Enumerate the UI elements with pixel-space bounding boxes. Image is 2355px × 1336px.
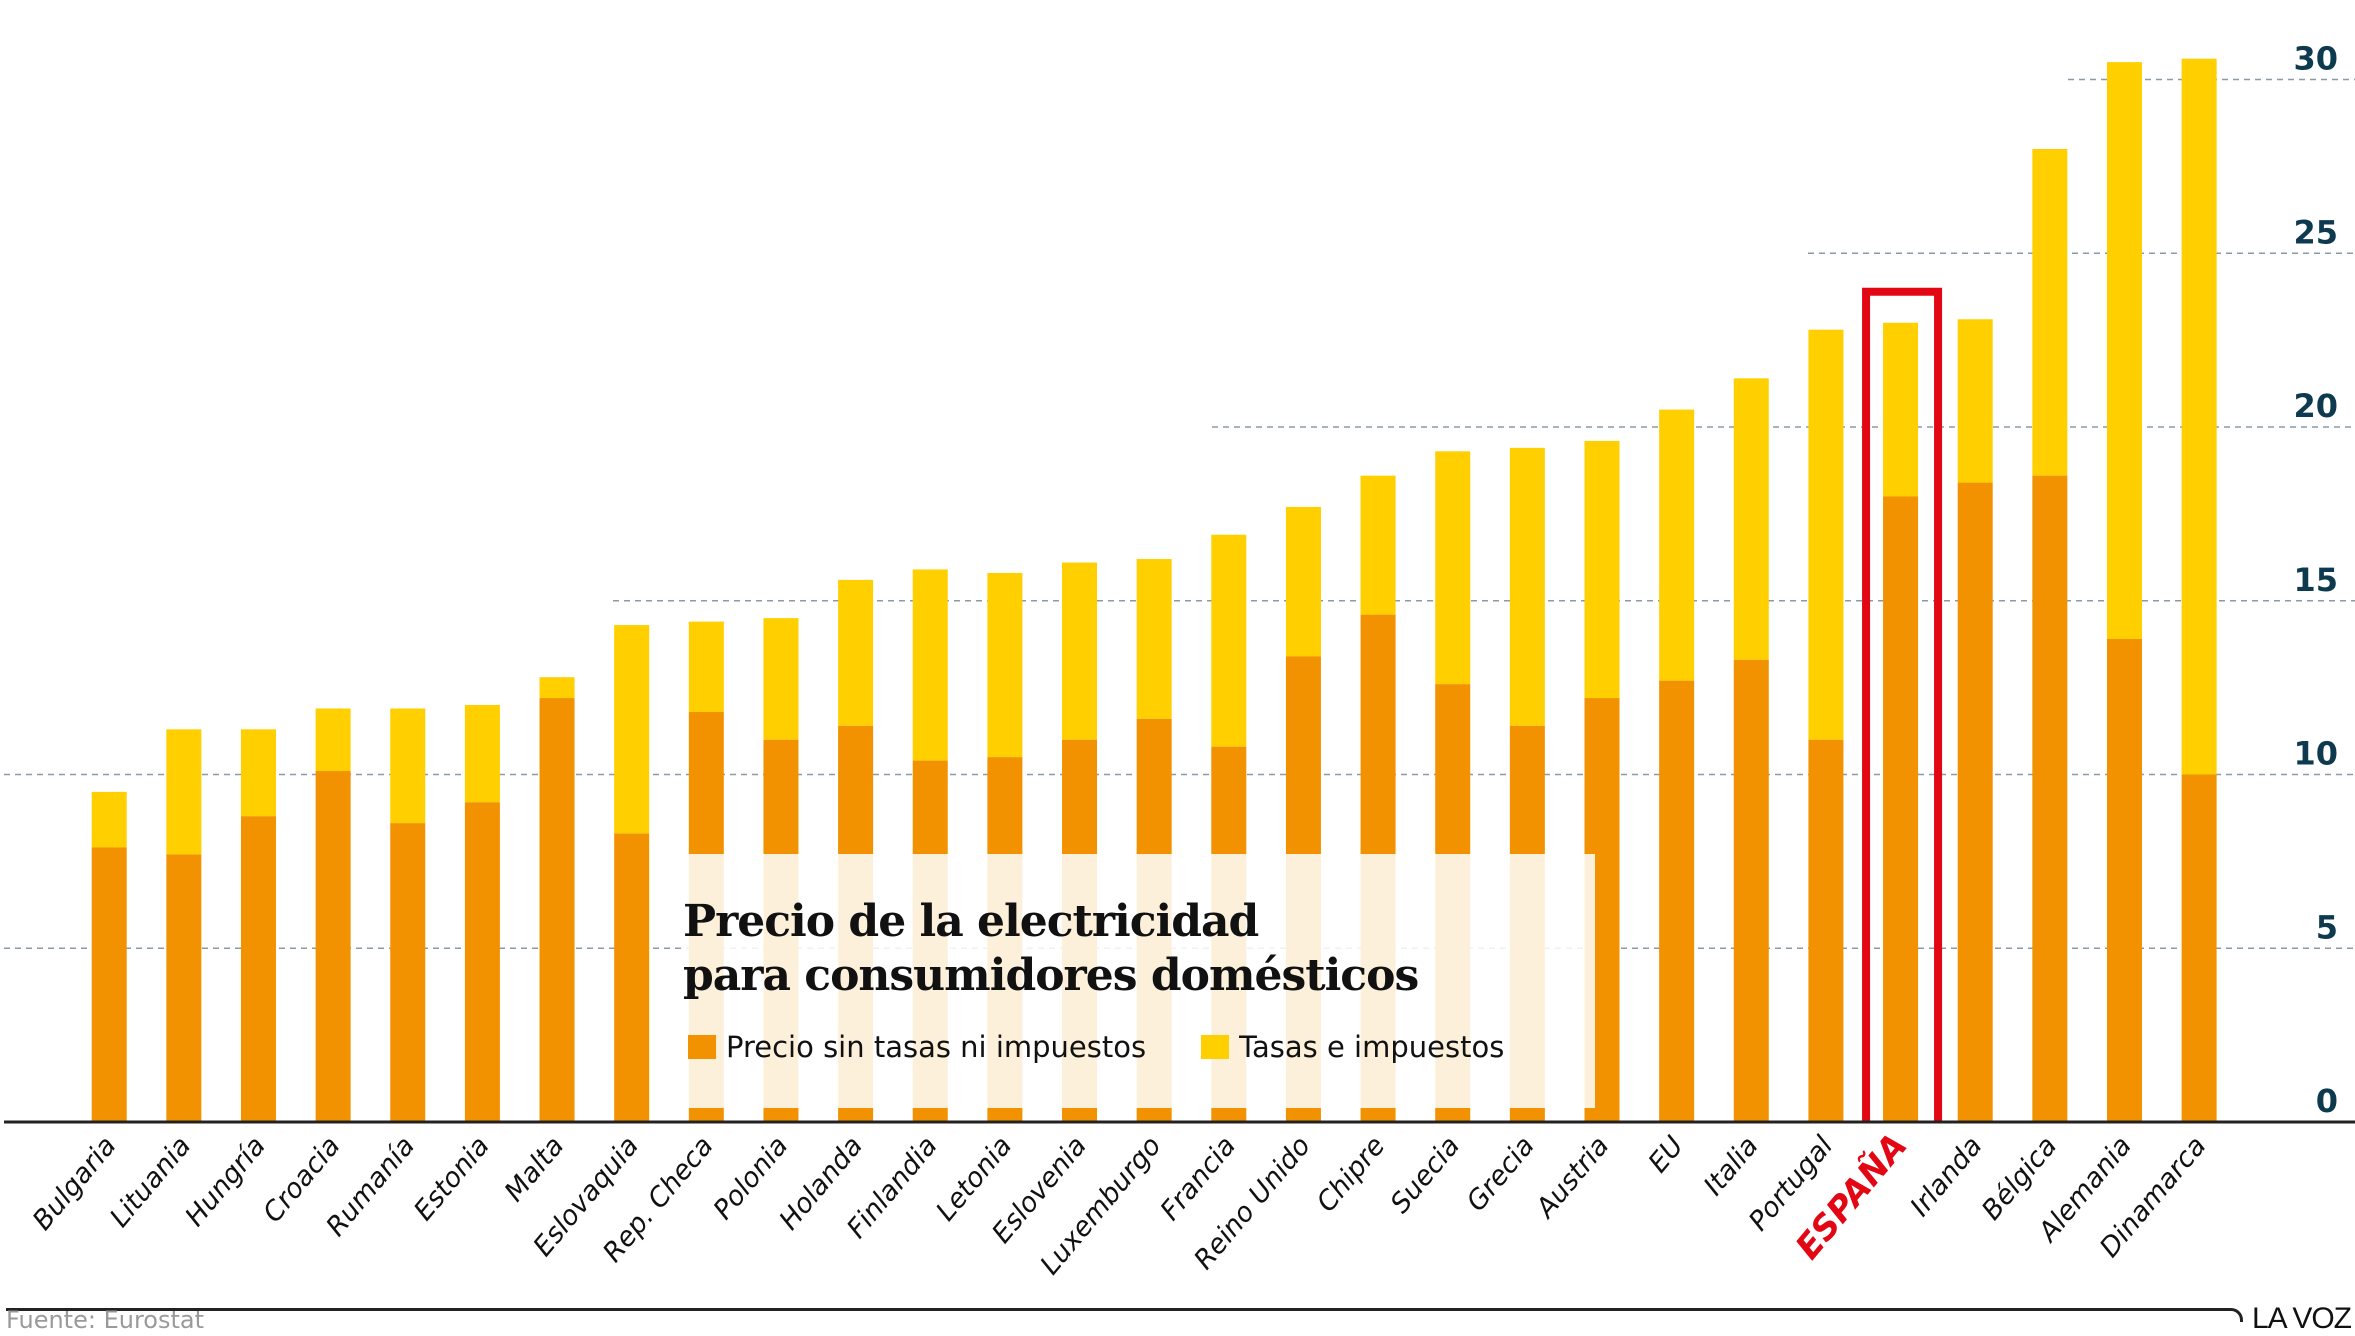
x-tick-label: Bulgaria (27, 1131, 123, 1237)
footer-divider (6, 1308, 2243, 1322)
bar-taxes (1360, 475, 1396, 615)
bar-base-price (1659, 680, 1695, 1122)
bar-base-price (1733, 659, 1769, 1122)
highlight-box (1862, 287, 1943, 1122)
bar-base-price (1808, 739, 1844, 1122)
chart-title: Precio de la electricidad para consumido… (683, 895, 1583, 1003)
x-tick-label: Austria (1529, 1131, 1615, 1226)
bar-base-price (91, 847, 127, 1122)
x-tick-label: EU (1643, 1130, 1691, 1178)
bar-taxes (240, 729, 276, 817)
bar-taxes (838, 579, 874, 726)
bar-taxes (91, 791, 127, 848)
bar-taxes (2106, 62, 2142, 639)
y-tick-label: 25 (2293, 213, 2338, 251)
bar-taxes (1883, 322, 1919, 497)
bar-taxes (390, 708, 426, 824)
y-tick-label: 0 (2316, 1082, 2338, 1120)
bar-taxes (1136, 559, 1172, 719)
bar-taxes (763, 618, 799, 740)
bar-taxes (539, 677, 575, 699)
bar-taxes (2032, 149, 2068, 476)
bar-taxes (315, 708, 351, 772)
source-note: Fuente: Eurostat (6, 1306, 204, 1334)
legend-label-base-price: Precio sin tasas ni impuestos (726, 1030, 1147, 1064)
y-tick-label: 30 (2293, 40, 2338, 78)
bar-base-price (464, 802, 500, 1122)
bar-taxes (1659, 409, 1695, 681)
bar-base-price (2181, 774, 2217, 1122)
bar-base-price (1957, 482, 1993, 1123)
chart-title-line-1: Precio de la electricidad (683, 896, 1259, 947)
bar-taxes (1062, 562, 1098, 740)
x-tick-label: Irlanda (1904, 1131, 1988, 1223)
bar-taxes (166, 729, 202, 855)
bar-base-price (315, 771, 351, 1122)
x-tick-label: Grecia (1461, 1131, 1541, 1218)
bar-base-price (2032, 475, 2068, 1122)
bar-taxes (1584, 440, 1620, 699)
x-tick-label: Suecia (1385, 1131, 1466, 1220)
brand-logo: LA VOZ (2251, 1302, 2352, 1335)
legend-swatch-taxes (1201, 1035, 1230, 1059)
bar-base-price (1883, 496, 1919, 1122)
bar-base-price (2106, 638, 2142, 1122)
highlight-frame-espana (1862, 287, 1943, 1122)
x-tick-label: Estonia (408, 1131, 496, 1227)
bar-taxes (987, 572, 1023, 758)
legend-item-taxes: Tasas e impuestos (1201, 1030, 1504, 1064)
bar-taxes (1509, 447, 1545, 726)
gridlines (4, 78, 2355, 949)
x-tick-label: Hungría (179, 1131, 271, 1233)
bar-taxes (2181, 58, 2217, 775)
bar-taxes (1957, 319, 1993, 483)
y-tick-label: 5 (2316, 908, 2338, 946)
bar-taxes (912, 569, 948, 761)
bar-taxes (1285, 506, 1321, 657)
bar-taxes (688, 621, 724, 712)
legend-swatch-base-price (688, 1035, 716, 1059)
x-tick-label: Malta (499, 1131, 571, 1208)
y-tick-label: 10 (2293, 735, 2338, 773)
chart-title-line-2: para consumidores domésticos (683, 950, 1419, 1001)
legend-label-taxes: Tasas e impuestos (1239, 1030, 1505, 1064)
legend: Precio sin tasas ni impuestos Tasas e im… (688, 1030, 1559, 1064)
y-axis-ticks: 0 5 10 15 20 25 30 (2293, 40, 2338, 1121)
y-tick-label: 20 (2293, 387, 2338, 425)
bar-taxes (614, 625, 650, 834)
x-tick-label: Chipre (1311, 1131, 1392, 1219)
x-tick-label: Italia (1698, 1131, 1765, 1202)
legend-panel (683, 854, 1595, 1108)
bar-base-price (614, 833, 650, 1122)
x-tick-label: Lituania (104, 1131, 197, 1234)
bar-base-price (240, 816, 276, 1122)
bar-taxes (464, 705, 500, 803)
legend-item-base-price: Precio sin tasas ni impuestos (688, 1030, 1146, 1064)
bar-taxes (1808, 329, 1844, 740)
x-axis-labels: BulgariaLituaniaHungríaCroaciaRumaníaEst… (27, 1125, 2213, 1280)
bar-taxes (1211, 534, 1247, 747)
bar-base-price (390, 823, 426, 1122)
bar-base-price (539, 698, 575, 1122)
bar-taxes (1733, 378, 1769, 660)
bar-base-price (166, 854, 202, 1122)
y-tick-label: 15 (2293, 561, 2338, 599)
bar-taxes (1435, 451, 1471, 685)
